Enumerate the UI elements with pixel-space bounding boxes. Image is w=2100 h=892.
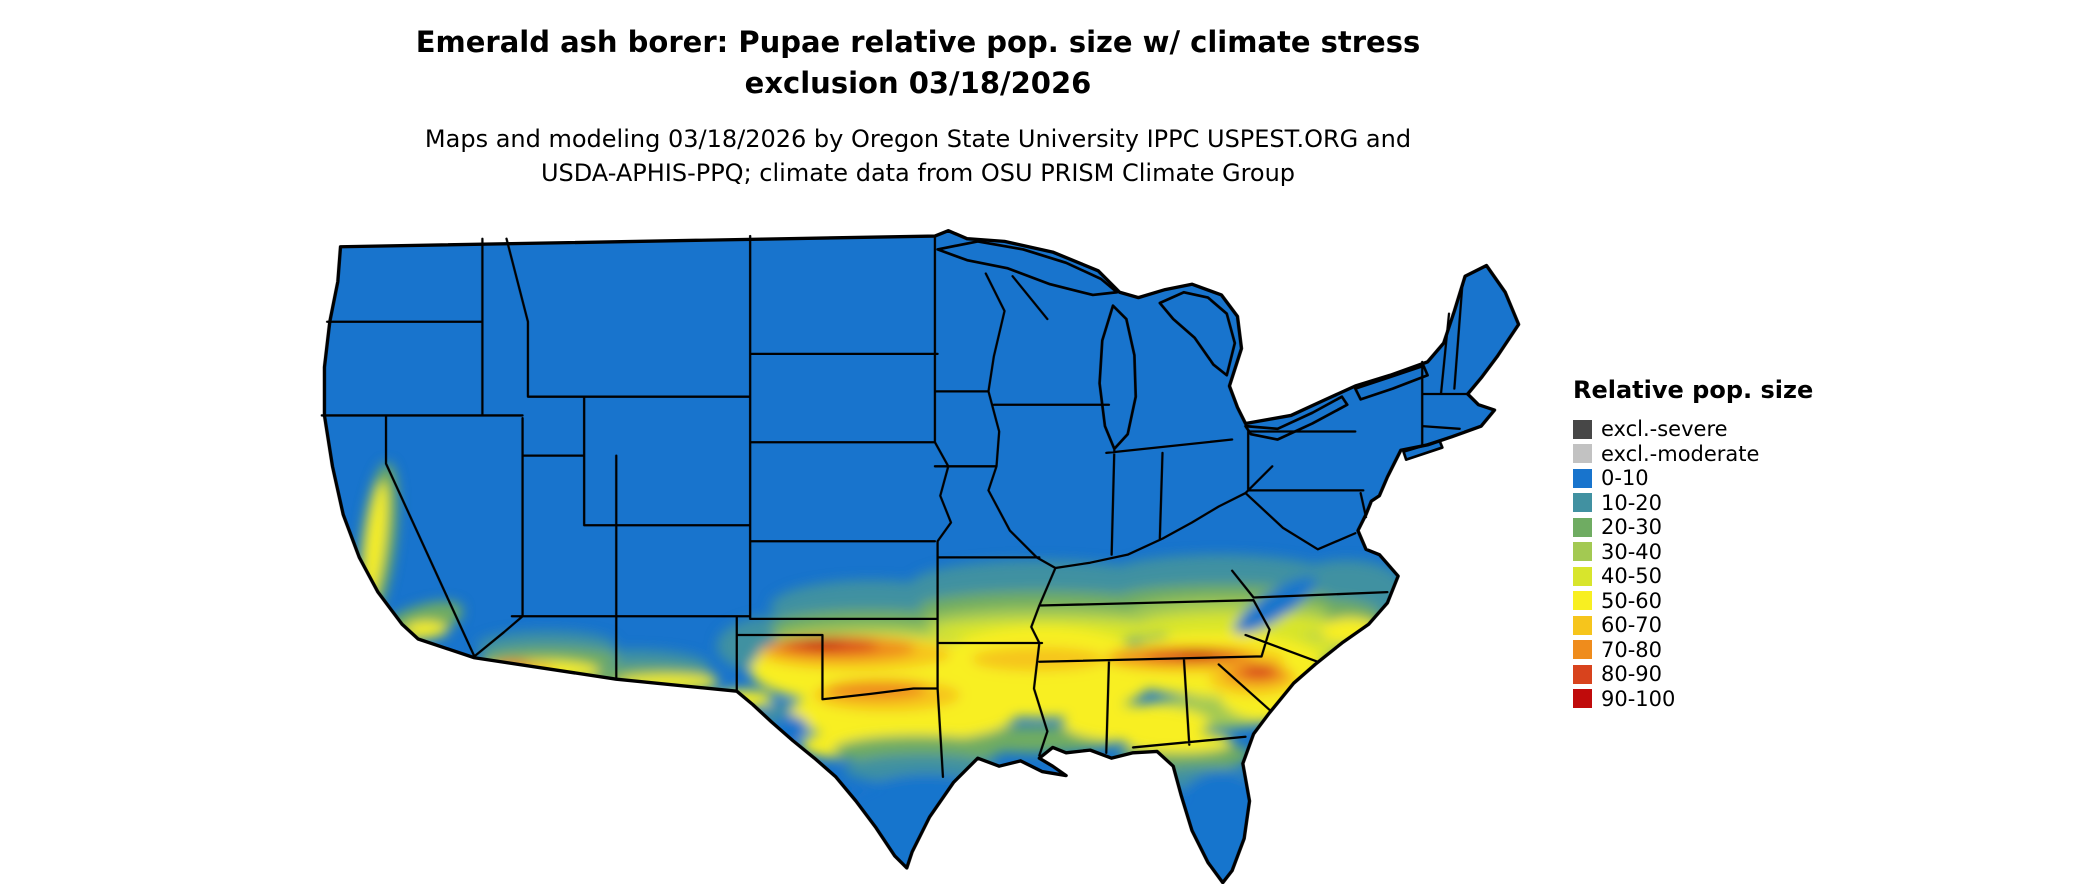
subtitle-line-2: USDA-APHIS-PPQ; climate data from OSU PR…: [540, 159, 1296, 187]
legend-label: 30-40: [1601, 539, 1663, 564]
title-line-2: exclusion 03/18/2026: [744, 66, 1092, 100]
legend-swatch: [1573, 468, 1592, 488]
legend-item: 90-100: [1573, 687, 1833, 712]
us-map: [320, 229, 1521, 884]
legend-item: 0-10: [1573, 466, 1833, 491]
lake-huron: [1158, 290, 1237, 377]
legend-label: 90-100: [1601, 686, 1676, 711]
subtitle-line-1: Maps and modeling 03/18/2026 by Oregon S…: [424, 125, 1412, 153]
legend-label: 70-80: [1601, 637, 1663, 662]
legend-label: 80-90: [1601, 662, 1663, 687]
legend-item: 50-60: [1573, 589, 1833, 614]
legend-item: 80-90: [1573, 662, 1833, 687]
legend-swatch: [1573, 640, 1592, 660]
title-line-1: Emerald ash borer: Pupae relative pop. s…: [415, 25, 1421, 59]
legend-item: 10-20: [1573, 491, 1833, 516]
legend-item: 40-50: [1573, 564, 1833, 589]
us-outline: [322, 229, 1521, 884]
legend-swatch: [1573, 591, 1592, 611]
legend-swatch: [1573, 542, 1592, 562]
page-subtitle: Maps and modeling 03/18/2026 by Oregon S…: [0, 122, 1836, 190]
legend-item: 20-30: [1573, 515, 1833, 540]
lake-michigan: [1098, 304, 1138, 451]
legend-swatch: [1573, 493, 1592, 513]
page-title: Emerald ash borer: Pupae relative pop. s…: [0, 22, 1836, 104]
legend-swatch: [1573, 615, 1592, 635]
legend-label: 50-60: [1601, 588, 1663, 613]
legend-label: excl.-severe: [1601, 417, 1728, 442]
legend-item: 30-40: [1573, 540, 1833, 565]
legend: Relative pop. size excl.-severe excl.-mod…: [1573, 376, 1833, 711]
legend-label: 60-70: [1601, 613, 1663, 638]
legend-items: excl.-severe excl.-moderate 0-10 10-20 20-30…: [1573, 417, 1833, 711]
legend-swatch: [1573, 419, 1592, 439]
legend-swatch: [1573, 444, 1592, 464]
legend-swatch: [1573, 566, 1592, 586]
lake-erie: [1244, 395, 1349, 441]
legend-item: excl.-moderate: [1573, 442, 1833, 467]
state-borders: [320, 234, 1469, 779]
legend-swatch: [1573, 689, 1592, 709]
legend-item: 60-70: [1573, 613, 1833, 638]
choropleth-fill: [324, 230, 1519, 883]
legend-swatch: [1573, 517, 1592, 537]
legend-item: 70-80: [1573, 638, 1833, 663]
legend-label: 10-20: [1601, 490, 1663, 515]
legend-label: excl.-moderate: [1601, 441, 1760, 466]
legend-label: 20-30: [1601, 515, 1663, 540]
legend-label: 40-50: [1601, 564, 1663, 589]
great-lakes: [936, 240, 1444, 461]
lake-superior: [936, 240, 1119, 297]
legend-item: excl.-severe: [1573, 417, 1833, 442]
legend-title: Relative pop. size: [1573, 376, 1814, 404]
lake-ontario: [1353, 364, 1429, 401]
legend-label: 0-10: [1601, 466, 1649, 491]
legend-swatch: [1573, 664, 1592, 684]
